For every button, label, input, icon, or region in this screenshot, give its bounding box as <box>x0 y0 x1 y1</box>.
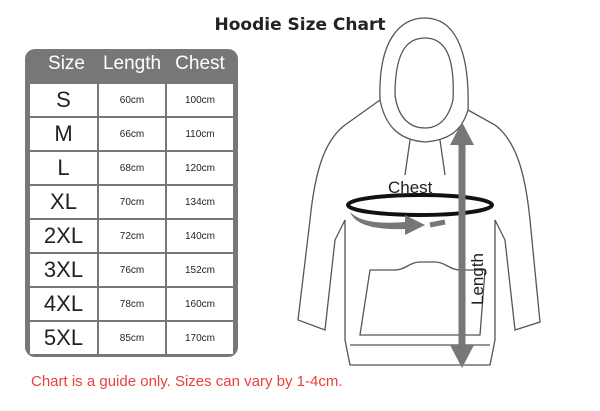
chest-cell: 170cm <box>167 322 233 354</box>
chest-cell: 134cm <box>167 186 233 218</box>
chest-cell: 110cm <box>167 118 233 150</box>
disclaimer-note: Chart is a guide only. Sizes can vary by… <box>31 373 343 390</box>
chest-label: Chest <box>388 178 433 197</box>
length-cell: 78cm <box>99 288 165 320</box>
length-cell: 66cm <box>99 118 165 150</box>
chest-cell: 160cm <box>167 288 233 320</box>
length-cell: 76cm <box>99 254 165 286</box>
length-cell: 85cm <box>99 322 165 354</box>
column-header-chest: Chest <box>175 53 225 74</box>
chest-cell: 120cm <box>167 152 233 184</box>
column-header-size: Size <box>48 53 85 74</box>
chart-title: Hoodie Size Chart <box>214 15 386 35</box>
length-label: Length <box>468 253 487 305</box>
length-cell: 68cm <box>99 152 165 184</box>
chest-arrow-tail <box>429 219 446 228</box>
chest-cell: 100cm <box>167 84 233 116</box>
length-cell: 72cm <box>99 220 165 252</box>
size-cell: 5XL <box>30 322 97 354</box>
length-arrow-down-icon <box>450 345 474 368</box>
size-cell: XL <box>30 186 97 218</box>
size-table: Size Length Chest S 60cm 100cm M 66cm 110cm L 68cm… <box>25 49 238 357</box>
column-header-length: Length <box>102 53 162 74</box>
size-cell: 3XL <box>30 254 97 286</box>
size-cell: L <box>30 152 97 184</box>
chest-cell: 152cm <box>167 254 233 286</box>
size-cell: 2XL <box>30 220 97 252</box>
length-arrow-up-icon <box>450 122 474 145</box>
chest-cell: 140cm <box>167 220 233 252</box>
length-cell: 70cm <box>99 186 165 218</box>
chest-arrow-icon <box>350 212 425 235</box>
size-cell: 4XL <box>30 288 97 320</box>
chest-measure-ellipse <box>346 193 494 217</box>
size-cell: M <box>30 118 97 150</box>
size-cell: S <box>30 84 97 116</box>
length-cell: 60cm <box>99 84 165 116</box>
